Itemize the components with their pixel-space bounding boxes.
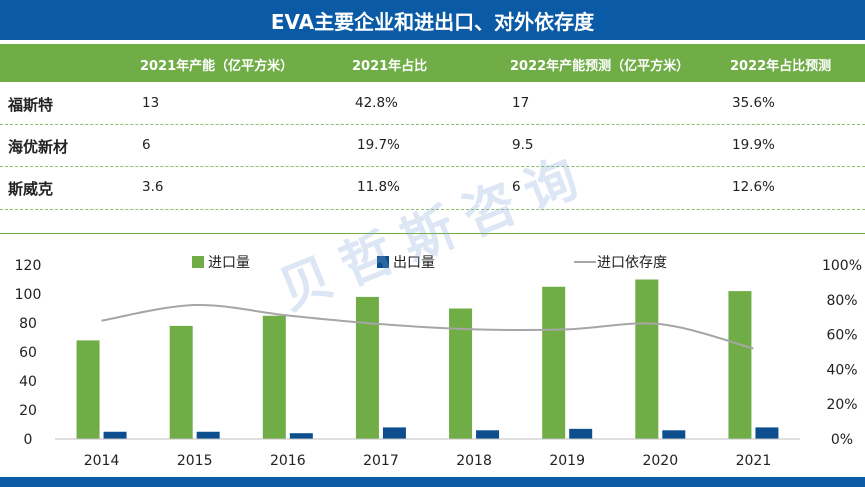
import-bar (728, 291, 752, 439)
company-name: 海优新材 (8, 138, 69, 156)
left-y-tick-label: 60 (19, 345, 37, 361)
import-bar (449, 308, 473, 439)
table-row: 福斯特 13 42.8% 17 35.6% (0, 82, 865, 124)
page-title: EVA主要企业和进出口、对外依存度 (0, 0, 865, 40)
legend-label-import: 进口量 (208, 255, 250, 271)
legend-swatch-export (377, 256, 389, 268)
export-bar (662, 430, 686, 439)
table-row: 海优新材 6 19.7% 9.5 19.9% (0, 124, 865, 166)
export-bar (382, 427, 406, 439)
left-y-tick-label: 80 (19, 316, 37, 332)
right-y-tick-label: 40% (826, 362, 857, 378)
capacity-2021: 6 (142, 137, 151, 153)
right-y-tick-label: 100% (822, 258, 862, 274)
right-y-tick-label: 20% (826, 397, 857, 413)
x-tick-label: 2021 (736, 453, 772, 469)
x-tick-label: 2018 (456, 453, 492, 469)
export-bar (476, 430, 500, 439)
share-2021: 11.8% (357, 179, 400, 195)
header-2022-share-forecast: 2022年占比预测 (730, 59, 832, 74)
share-2022-forecast: 19.9% (732, 137, 775, 153)
export-bar (569, 428, 593, 439)
company-name: 福斯特 (8, 96, 54, 114)
header-2021-share: 2021年占比 (352, 59, 428, 74)
footer-bar (0, 477, 865, 487)
right-y-tick-label: 0% (831, 432, 853, 448)
capacity-2022-forecast: 6 (512, 179, 521, 195)
chart-legend: 进口量 出口量 进口依存度 (192, 255, 667, 271)
legend-label-export: 出口量 (393, 255, 435, 271)
row-divider (0, 166, 865, 167)
x-tick-label: 2014 (84, 453, 120, 469)
left-y-tick-label: 20 (19, 403, 37, 419)
import-bar (262, 315, 286, 439)
capacity-2022-forecast: 9.5 (512, 137, 534, 153)
line-series (101, 304, 754, 350)
import-bar (355, 296, 379, 439)
right-y-tick-label: 60% (826, 328, 857, 344)
company-name: 斯威克 (8, 180, 54, 198)
x-tick-label: 2017 (363, 453, 399, 469)
left-y-axis: 0 20 40 60 80 100 120 (15, 258, 42, 448)
share-2022-forecast: 12.6% (732, 179, 775, 195)
share-2022-forecast: 35.6% (732, 95, 775, 111)
table-header-row: 2021年产能（亿平方米） 2021年占比 2022年产能预测（亿平方米） 20… (0, 44, 865, 82)
left-y-tick-label: 120 (15, 258, 42, 274)
x-tick-label: 2016 (270, 453, 306, 469)
x-axis-labels: 2014 2015 2016 2017 2018 2019 2020 2021 (84, 453, 772, 469)
section-divider (0, 233, 865, 234)
capacity-2021: 13 (142, 95, 160, 111)
import-bar (542, 286, 566, 439)
left-y-tick-label: 0 (24, 432, 33, 448)
capacity-2022-forecast: 17 (512, 95, 530, 111)
row-divider (0, 209, 865, 210)
export-bar (103, 431, 127, 439)
x-tick-label: 2015 (177, 453, 213, 469)
table-row: 斯威克 3.6 11.8% 6 12.6% (0, 166, 865, 208)
legend-label-dependency: 进口依存度 (597, 255, 667, 271)
bar-series-export (103, 427, 779, 439)
bar-series (76, 279, 779, 439)
export-bar (289, 433, 313, 439)
legend-swatch-import (192, 256, 204, 268)
export-bar (755, 427, 779, 439)
x-tick-label: 2019 (549, 453, 585, 469)
import-bar (635, 279, 659, 439)
x-tick-label: 2020 (642, 453, 678, 469)
export-bar (196, 431, 220, 439)
right-y-axis: 0% 20% 40% 60% 80% 100% (822, 258, 862, 448)
dependency-line (101, 304, 754, 350)
left-y-tick-label: 100 (15, 287, 42, 303)
import-bar (76, 340, 100, 439)
bar-series-import (76, 279, 752, 439)
row-divider (0, 124, 865, 125)
import-bar (169, 325, 193, 439)
right-y-tick-label: 80% (826, 293, 857, 309)
share-2021: 42.8% (355, 95, 398, 111)
share-2021: 19.7% (357, 137, 400, 153)
header-2022-capacity-forecast: 2022年产能预测（亿平方米） (510, 59, 690, 74)
header-2021-capacity: 2021年产能（亿平方米） (140, 59, 294, 74)
capacity-2021: 3.6 (142, 179, 164, 195)
left-y-tick-label: 40 (19, 374, 37, 390)
